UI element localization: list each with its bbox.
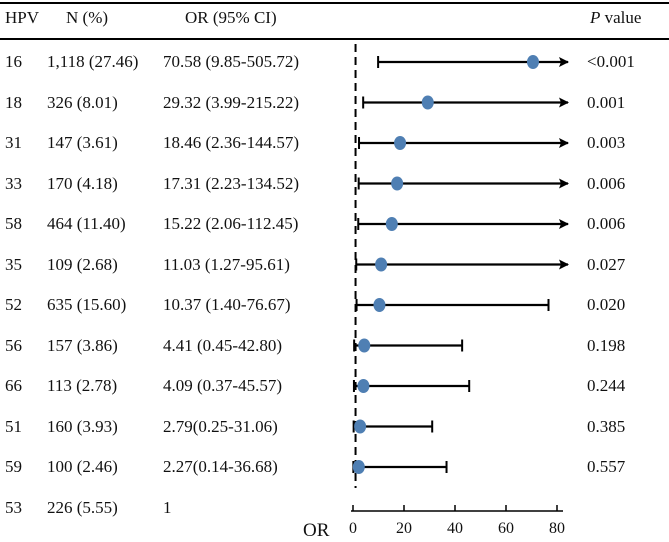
row-n-percent: 147 (3.61) — [47, 133, 118, 152]
row-or-ci: 4.41 (0.45-42.80) — [163, 335, 282, 355]
row-or-ci: 4.09 (0.37-45.57) — [163, 376, 282, 395]
x-axis-label: OR — [303, 520, 330, 541]
row-or-ci: 18.46 (2.36-144.57) — [163, 133, 299, 152]
row-hpv: 35 — [5, 254, 22, 274]
row-hpv: 52 — [5, 295, 22, 314]
or-point — [526, 55, 539, 69]
or-point — [421, 95, 434, 110]
row-hpv: 66 — [5, 376, 22, 395]
or-point — [373, 298, 386, 312]
row-hpv: 58 — [5, 214, 22, 233]
row-n-percent: 1,118 (27.46) — [47, 52, 139, 71]
or-point — [391, 176, 404, 191]
or-point — [357, 379, 370, 393]
row-p-value: 0.244 — [587, 376, 626, 395]
header-rule — [0, 38, 669, 40]
x-tick-label: 0 — [349, 520, 357, 537]
x-tick-label: 80 — [549, 520, 565, 537]
row-hpv: 53 — [5, 497, 22, 517]
x-tick-label: 60 — [498, 520, 514, 537]
table-row: 31 147 (3.61) 18.46 (2.36-144.57) 0.003 — [0, 132, 669, 172]
table-row: 58 464 (11.40) 15.22 (2.06-112.45) 0.006 — [0, 213, 669, 253]
header-hpv: HPV — [5, 8, 40, 27]
row-n-percent: 160 (3.93) — [47, 416, 118, 436]
row-or-ci: 10.37 (1.40-76.67) — [163, 295, 291, 314]
or-point — [354, 419, 367, 434]
row-hpv: 31 — [5, 133, 22, 152]
header-or: OR (95% CI) — [185, 8, 277, 27]
row-n-percent: 326 (8.01) — [47, 92, 118, 112]
or-point — [375, 257, 388, 272]
table-row: 51 160 (3.93) 2.79(0.25-31.06) 0.385 — [0, 416, 669, 456]
row-hpv: 16 — [5, 52, 22, 71]
header-p-rest: value — [600, 8, 642, 27]
table-row: 52 635 (15.60) 10.37 (1.40-76.67) 0.020 — [0, 294, 669, 334]
row-p-value: 0.003 — [587, 133, 626, 152]
row-n-percent: 635 (15.60) — [47, 295, 127, 314]
row-p-value: 0.006 — [587, 214, 626, 233]
row-p-value: 0.557 — [587, 457, 626, 476]
table-row: 59 100 (2.46) 2.27(0.14-36.68) 0.557 — [0, 456, 669, 496]
top-rule — [0, 2, 669, 4]
row-hpv: 59 — [5, 457, 22, 476]
row-n-percent: 113 (2.78) — [47, 376, 118, 395]
table-row: 56 157 (3.86) 4.41 (0.45-42.80) 0.198 — [0, 335, 669, 375]
row-p-value: 0.198 — [587, 335, 626, 355]
x-tick-label: 20 — [396, 520, 412, 537]
or-point — [358, 338, 371, 353]
header-p-value: P value — [590, 8, 641, 28]
row-n-percent: 109 (2.68) — [47, 254, 118, 274]
row-hpv: 56 — [5, 335, 22, 355]
header-p-letter: P — [590, 8, 601, 27]
header-n: N (%) — [66, 8, 109, 27]
row-hpv: 33 — [5, 173, 22, 193]
row-p-value: 0.001 — [587, 92, 626, 112]
table-row: 35 109 (2.68) 11.03 (1.27-95.61) 0.027 — [0, 254, 669, 294]
row-or-ci: 11.03 (1.27-95.61) — [163, 254, 290, 274]
row-p-value: <0.001 — [587, 52, 635, 71]
row-n-percent: 226 (5.55) — [47, 497, 118, 517]
table-row: 66 113 (2.78) 4.09 (0.37-45.57) 0.244 — [0, 375, 669, 415]
row-n-percent: 100 (2.46) — [47, 457, 118, 476]
row-or-ci: 70.58 (9.85-505.72) — [163, 52, 299, 71]
x-tick-label: 40 — [447, 520, 463, 537]
row-or-ci: 17.31 (2.23-134.52) — [163, 173, 299, 193]
row-p-value: 0.385 — [587, 416, 626, 436]
row-or-ci: 2.27(0.14-36.68) — [163, 457, 278, 476]
row-p-value: 0.006 — [587, 173, 626, 193]
row-n-percent: 170 (4.18) — [47, 173, 118, 193]
row-or-ci: 1 — [163, 497, 172, 517]
table-row: 53 226 (5.55) 1 — [0, 497, 669, 537]
or-point — [352, 460, 365, 474]
or-point — [394, 136, 407, 150]
table-row: 16 1,118 (27.46) 70.58 (9.85-505.72) <0.001 — [0, 51, 669, 91]
row-n-percent: 157 (3.86) — [47, 335, 118, 355]
row-or-ci: 29.32 (3.99-215.22) — [163, 92, 299, 112]
table-row: 33 170 (4.18) 17.31 (2.23-134.52) 0.006 — [0, 173, 669, 213]
row-p-value: 0.027 — [587, 254, 626, 274]
row-hpv: 51 — [5, 416, 22, 436]
table-row: 18 326 (8.01) 29.32 (3.99-215.22) 0.001 — [0, 92, 669, 132]
or-point — [385, 217, 398, 231]
row-n-percent: 464 (11.40) — [47, 214, 126, 233]
row-or-ci: 15.22 (2.06-112.45) — [163, 214, 299, 233]
row-hpv: 18 — [5, 92, 22, 112]
row-or-ci: 2.79(0.25-31.06) — [163, 416, 278, 436]
row-p-value: 0.020 — [587, 295, 626, 314]
